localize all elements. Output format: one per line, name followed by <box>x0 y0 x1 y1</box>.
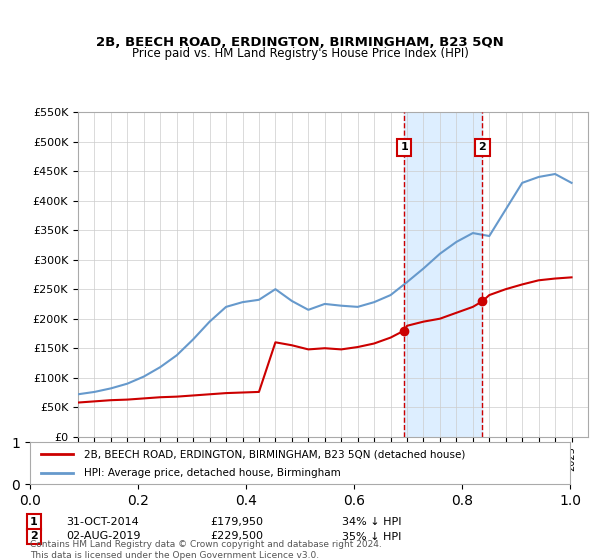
Text: 2B, BEECH ROAD, ERDINGTON, BIRMINGHAM, B23 5QN: 2B, BEECH ROAD, ERDINGTON, BIRMINGHAM, B… <box>96 35 504 49</box>
Text: £179,950: £179,950 <box>210 517 263 527</box>
Text: £229,500: £229,500 <box>210 531 263 542</box>
Text: Price paid vs. HM Land Registry's House Price Index (HPI): Price paid vs. HM Land Registry's House … <box>131 46 469 60</box>
Text: HPI: Average price, detached house, Birmingham: HPI: Average price, detached house, Birm… <box>84 468 341 478</box>
Text: 02-AUG-2019: 02-AUG-2019 <box>66 531 140 542</box>
Text: 2: 2 <box>30 531 38 542</box>
Text: 1: 1 <box>400 142 408 152</box>
Text: 1: 1 <box>30 517 38 527</box>
Text: Contains HM Land Registry data © Crown copyright and database right 2024.
This d: Contains HM Land Registry data © Crown c… <box>30 540 382 559</box>
Text: 35% ↓ HPI: 35% ↓ HPI <box>342 531 401 542</box>
Bar <box>404 112 482 437</box>
Text: 31-OCT-2014: 31-OCT-2014 <box>66 517 139 527</box>
Text: 34% ↓ HPI: 34% ↓ HPI <box>342 517 401 527</box>
Text: 2: 2 <box>479 142 486 152</box>
Text: 2B, BEECH ROAD, ERDINGTON, BIRMINGHAM, B23 5QN (detached house): 2B, BEECH ROAD, ERDINGTON, BIRMINGHAM, B… <box>84 449 466 459</box>
